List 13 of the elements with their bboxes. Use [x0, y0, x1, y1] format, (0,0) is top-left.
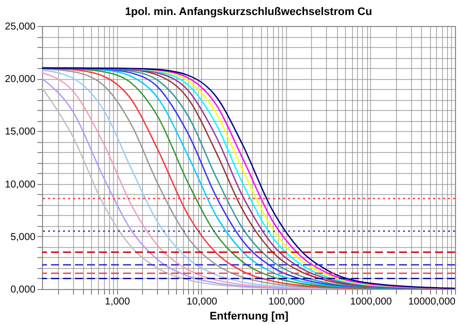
x-axis-title: Entfernung [m]	[210, 310, 289, 322]
y-tick-label: 20,000	[4, 74, 36, 86]
x-tick-label: 100,000	[268, 296, 305, 308]
y-tick-label: 10,000	[4, 179, 36, 190]
x-tick-label: 1,000	[104, 296, 130, 308]
x-tick-label: 10,000	[186, 296, 218, 308]
y-tick-label: 15,000	[4, 126, 36, 138]
x-tick-label: 1000,000	[350, 296, 392, 308]
chart-title: 1pol. min. Anfangskurzschlußwechselstrom Cu	[124, 6, 372, 18]
y-tick-label: 0,000	[10, 284, 36, 296]
y-tick-label: 25,000	[4, 22, 36, 32]
x-tick-label: 10000,000	[408, 296, 456, 308]
y-tick-label: 5,000	[10, 232, 36, 243]
